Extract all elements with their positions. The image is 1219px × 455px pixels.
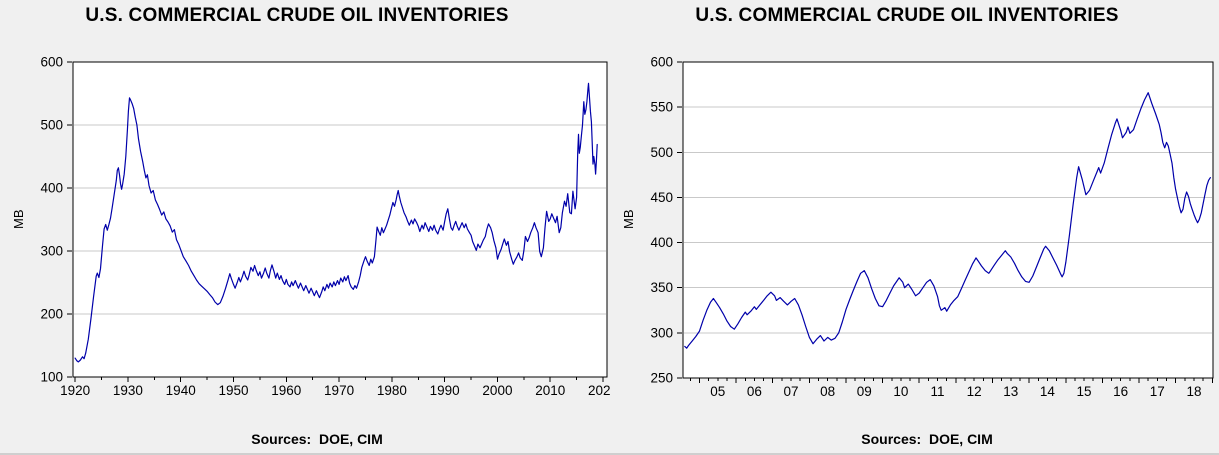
svg-text:13: 13 xyxy=(1003,384,1018,399)
svg-text:400: 400 xyxy=(650,235,673,250)
svg-text:250: 250 xyxy=(650,371,673,386)
chart-title-right: U.S. COMMERCIAL CRUDE OIL INVENTORIES xyxy=(695,5,1119,26)
svg-text:600: 600 xyxy=(40,55,63,70)
svg-text:11: 11 xyxy=(931,384,945,399)
svg-text:600: 600 xyxy=(650,55,673,70)
sources-note-left: Sources: DOE, CIM xyxy=(251,431,383,447)
svg-text:100: 100 xyxy=(40,370,63,385)
svg-text:08: 08 xyxy=(820,384,835,399)
svg-text:2020: 2020 xyxy=(588,383,610,398)
svg-text:450: 450 xyxy=(650,190,673,205)
svg-text:07: 07 xyxy=(784,384,799,399)
svg-text:16: 16 xyxy=(1113,384,1128,399)
svg-text:09: 09 xyxy=(857,384,872,399)
svg-text:550: 550 xyxy=(650,100,673,115)
svg-text:350: 350 xyxy=(650,280,673,295)
chart-title-left: U.S. COMMERCIAL CRUDE OIL INVENTORIES xyxy=(85,5,509,26)
line-chart-2005-2018: 250 300 350 400 450 500 550 600 05 06 07 08 09 10 11 12… xyxy=(650,55,1214,399)
sources-note-right: Sources: DOE, CIM xyxy=(861,431,993,447)
svg-text:2000: 2000 xyxy=(482,383,512,398)
svg-text:500: 500 xyxy=(650,145,673,160)
svg-text:300: 300 xyxy=(650,325,673,340)
svg-text:200: 200 xyxy=(40,307,63,322)
svg-text:1980: 1980 xyxy=(377,383,407,398)
svg-text:1970: 1970 xyxy=(324,383,354,398)
svg-text:12: 12 xyxy=(967,384,982,399)
svg-text:1960: 1960 xyxy=(271,383,301,398)
svg-text:05: 05 xyxy=(710,384,725,399)
svg-text:1920: 1920 xyxy=(60,383,90,398)
svg-text:14: 14 xyxy=(1040,384,1056,399)
svg-text:1930: 1930 xyxy=(113,383,143,398)
svg-text:17: 17 xyxy=(1150,384,1165,399)
svg-text:300: 300 xyxy=(40,244,63,259)
svg-text:400: 400 xyxy=(40,181,63,196)
svg-text:06: 06 xyxy=(747,384,762,399)
svg-text:2010: 2010 xyxy=(535,383,565,398)
svg-text:1950: 1950 xyxy=(218,383,248,398)
line-chart-1920-2020: 100 200 300 400 500 600 1920 1930 1940 1950 1960 19… xyxy=(40,55,610,399)
right-chart-panel: U.S. COMMERCIAL CRUDE OIL INVENTORIES MB… xyxy=(610,0,1219,453)
svg-text:1940: 1940 xyxy=(166,383,196,398)
svg-text:15: 15 xyxy=(1077,384,1092,399)
svg-text:18: 18 xyxy=(1186,384,1201,399)
left-chart-panel: U.S. COMMERCIAL CRUDE OIL INVENTORIES MB… xyxy=(0,0,610,453)
svg-text:1990: 1990 xyxy=(430,383,460,398)
svg-text:10: 10 xyxy=(893,384,908,399)
svg-text:500: 500 xyxy=(40,118,63,133)
